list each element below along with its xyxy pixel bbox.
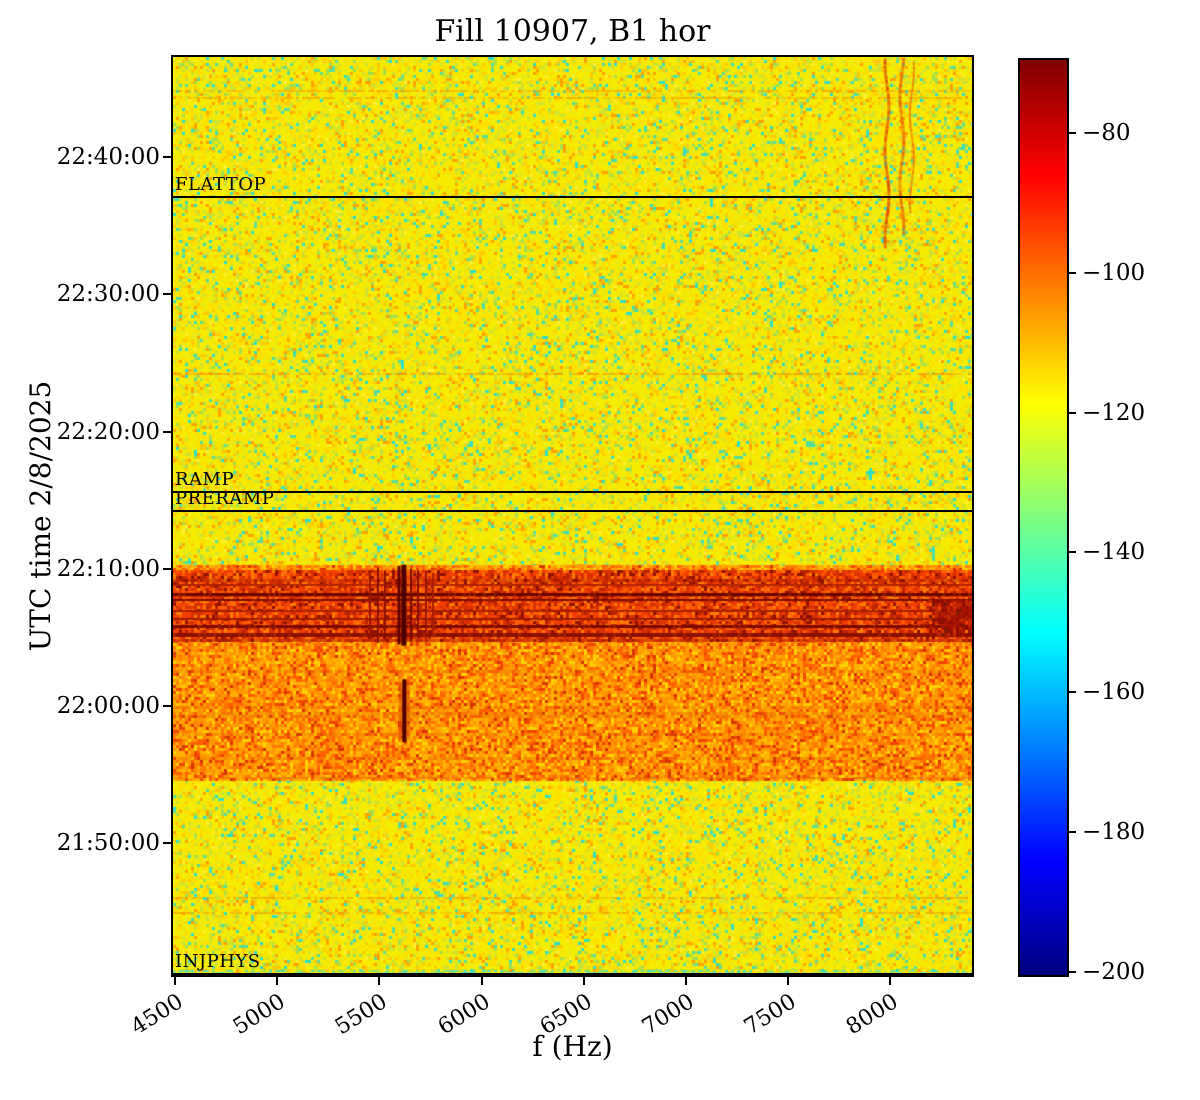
beam-mode-line-injphys <box>173 973 972 975</box>
y-tick-label: 21:50:00 <box>56 830 160 857</box>
x-tick-mark <box>889 977 892 985</box>
y-tick-mark <box>163 430 171 433</box>
x-axis-label: f (Hz) <box>532 1030 613 1063</box>
colorbar-tick-label: −180 <box>1082 819 1146 846</box>
colorbar-tick-mark <box>1069 411 1076 414</box>
y-tick-label: 22:10:00 <box>56 555 160 582</box>
y-tick-label: 22:20:00 <box>56 418 160 445</box>
x-tick-mark <box>582 977 585 985</box>
colorbar-tick-label: −80 <box>1082 119 1131 146</box>
colorbar-tick-mark <box>1069 271 1076 274</box>
colorbar-tick-mark <box>1069 691 1076 694</box>
chart-title: Fill 10907, B1 hor <box>434 14 711 49</box>
beam-mode-line-preramp <box>173 509 972 512</box>
spectrogram-canvas <box>173 57 972 975</box>
x-tick-mark <box>787 977 790 985</box>
colorbar-tick-mark <box>1069 551 1076 554</box>
x-tick-mark <box>174 977 177 985</box>
y-tick-mark <box>163 293 171 296</box>
x-tick-mark <box>684 977 687 985</box>
y-tick-mark <box>163 842 171 845</box>
x-tick-mark <box>276 977 279 985</box>
colorbar-tick-label: −100 <box>1082 259 1146 286</box>
y-tick-label: 22:40:00 <box>56 144 160 171</box>
colorbar-tick-mark <box>1069 831 1076 834</box>
beam-mode-line-flattop <box>173 195 972 198</box>
beam-mode-label-ramp: RAMP <box>175 468 235 490</box>
spectrogram-plot-area: FLATTOP RAMP PRERAMP INJPHYS <box>171 55 974 977</box>
colorbar-tick-label: −200 <box>1082 959 1146 986</box>
y-tick-label: 22:30:00 <box>56 281 160 308</box>
beam-mode-label-injphys: INJPHYS <box>175 951 261 972</box>
colorbar-tick-mark <box>1069 131 1076 134</box>
colorbar-tick-label: −120 <box>1082 399 1146 426</box>
colorbar <box>1018 58 1069 977</box>
colorbar-tick-mark <box>1069 971 1076 974</box>
y-tick-mark <box>163 567 171 570</box>
beam-mode-line-ramp <box>173 490 972 493</box>
y-tick-mark <box>163 156 171 159</box>
beam-mode-label-flattop: FLATTOP <box>175 173 267 195</box>
y-tick-label: 22:00:00 <box>56 693 160 720</box>
y-tick-mark <box>163 705 171 708</box>
colorbar-tick-label: −160 <box>1082 679 1146 706</box>
y-axis-label: UTC time 2/8/2025 <box>24 380 57 652</box>
x-tick-mark <box>378 977 381 985</box>
beam-mode-label-preramp: PRERAMP <box>175 487 275 509</box>
colorbar-tick-label: −140 <box>1082 539 1146 566</box>
x-tick-mark <box>480 977 483 985</box>
